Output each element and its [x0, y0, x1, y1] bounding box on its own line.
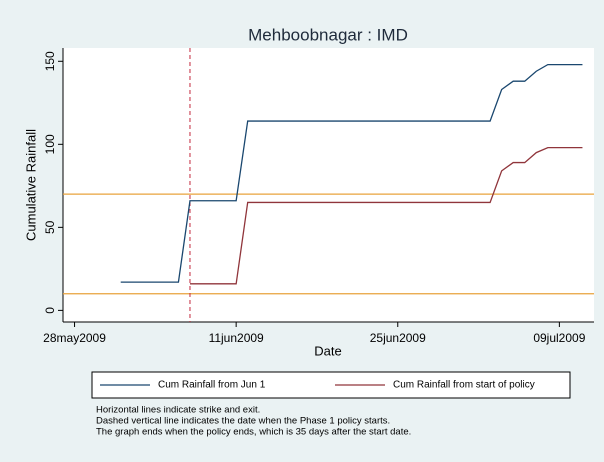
legend-label: Cum Rainfall from Jun 1	[158, 380, 266, 391]
y-tick-label: 50	[43, 220, 57, 234]
y-tick-label: 150	[43, 51, 57, 71]
y-tick-label: 100	[43, 134, 57, 154]
y-tick-label: 0	[43, 307, 57, 314]
chart-title: Mehboobnagar : IMD	[248, 25, 408, 44]
x-tick-label: 09jul2009	[533, 331, 585, 345]
plot-area	[63, 48, 594, 322]
x-axis-label: Date	[314, 343, 341, 358]
x-tick-label: 11jun2009	[209, 331, 264, 345]
note: Horizontal lines indicate strike and exi…	[96, 405, 260, 416]
legend-label: Cum Rainfall from start of policy	[393, 380, 535, 391]
series-line	[189, 146, 583, 285]
x-tick-label: 25jun2009	[370, 331, 426, 345]
y-axis-label: Cumulative Rainfall	[23, 129, 38, 241]
note: Dashed vertical line indicates the date …	[96, 416, 390, 427]
legend	[91, 371, 571, 399]
x-tick-label: 28may2009	[43, 331, 106, 345]
note: The graph ends when the policy ends, whi…	[96, 427, 411, 438]
series-line	[120, 63, 583, 283]
